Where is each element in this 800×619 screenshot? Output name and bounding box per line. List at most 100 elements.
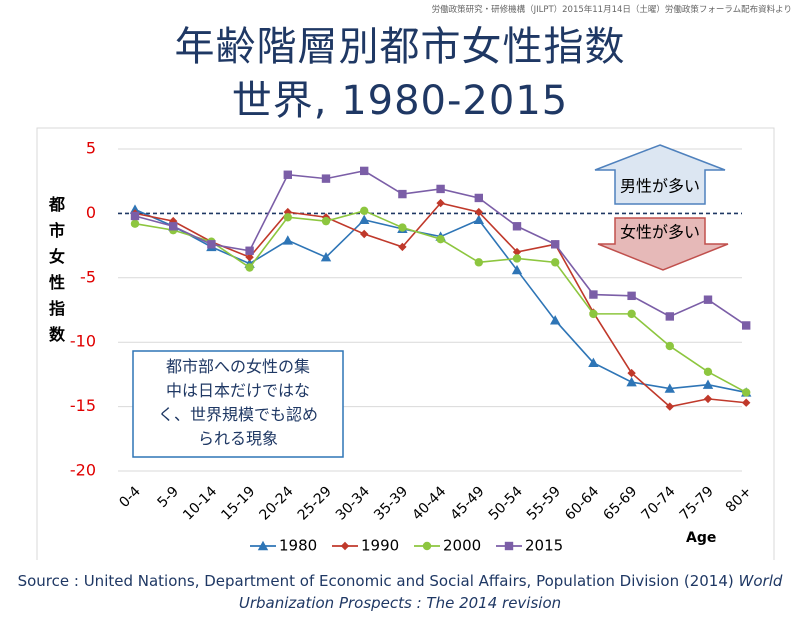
data-point (283, 213, 292, 222)
legend: 1980 1990 2000 2015 (250, 537, 563, 555)
note-box: 都市部への女性の集 中は日本だけではな く、世界規模でも認め られる現象 (132, 350, 344, 458)
legend-item-2015: 2015 (496, 537, 563, 555)
source-text: Source : United Nations, Department of E… (17, 572, 739, 590)
note-line: 都市部への女性の集 (166, 357, 310, 376)
data-point (360, 229, 369, 239)
arrow-more-men: 男性が多い (594, 144, 726, 205)
legend-label: 1990 (361, 537, 399, 555)
data-point (551, 240, 560, 249)
data-point (742, 321, 751, 330)
data-point (627, 309, 636, 319)
y-axis-label: 都市女性指数 (48, 195, 66, 344)
data-point (551, 258, 560, 267)
page-subtitle: 世界, 1980-2015 (231, 78, 569, 124)
legend-item-2000: 2000 (414, 537, 481, 555)
data-point (359, 214, 370, 225)
y-tick-label: -5 (80, 267, 96, 286)
data-point (511, 264, 523, 275)
data-point (169, 222, 178, 231)
data-point (512, 222, 522, 231)
note-line: く、世界規模でも認め (158, 405, 318, 424)
page-title: 年齢階層別都市女性指数 (174, 24, 626, 70)
data-point (474, 207, 483, 217)
data-point (473, 214, 484, 225)
legend-marker (422, 541, 432, 551)
data-point (665, 312, 674, 321)
source-title-part2: Urbanization Prospects : The 2014 revisi… (238, 594, 562, 612)
y-axis-label-char: 市 (49, 221, 65, 240)
data-point (129, 204, 141, 214)
data-point (436, 184, 445, 194)
data-point (702, 379, 714, 389)
data-point (398, 223, 407, 232)
y-axis-label-char: 都 (48, 195, 65, 214)
credit-note: 労働政策研究・研修機構（JILPT）2015年11月14日（土曜）労働政策フォー… (431, 5, 792, 15)
data-point (550, 315, 561, 325)
data-point (360, 166, 369, 176)
data-point (664, 383, 675, 393)
legend-label: 2000 (443, 537, 481, 555)
data-point (245, 252, 254, 262)
grid-lines (118, 148, 742, 472)
arrow-more-women: 女性が多い (597, 217, 729, 271)
note-line: 中は日本だけではな (166, 381, 310, 400)
series-2015 (130, 166, 751, 330)
y-tick-label: -15 (70, 396, 96, 415)
data-point (398, 189, 407, 199)
y-axis-label-char: 女 (49, 247, 65, 266)
data-point (474, 258, 483, 267)
data-point (436, 198, 445, 208)
y-axis-label-char: 指 (49, 299, 65, 318)
data-point (512, 247, 522, 257)
data-point (703, 367, 713, 377)
data-point (626, 376, 637, 387)
legend-item-1990: 1990 (332, 537, 399, 555)
data-point (589, 290, 598, 299)
legend-marker (504, 541, 514, 551)
data-point (588, 357, 599, 368)
data-point (360, 206, 369, 216)
data-point (207, 240, 216, 249)
y-axis-label-char: 数 (49, 325, 66, 344)
data-point (321, 216, 331, 226)
data-point (130, 219, 140, 228)
data-point (742, 388, 751, 397)
data-point (320, 251, 332, 262)
source-title-part1: World (738, 572, 783, 590)
y-tick-label: -10 (70, 332, 96, 351)
data-point (283, 170, 292, 179)
y-tick-label: 0 (86, 203, 96, 222)
data-point (436, 234, 445, 244)
arrow-more-women-label: 女性が多い (620, 223, 700, 242)
arrow-more-men-label: 男性が多い (620, 177, 700, 196)
data-point (703, 394, 713, 404)
data-point (321, 174, 331, 183)
data-point (512, 254, 522, 263)
y-axis-label-char: 性 (49, 273, 65, 292)
legend-label: 2015 (525, 537, 563, 555)
legend-label: 1980 (279, 537, 317, 555)
legend-marker (340, 541, 350, 551)
data-point (245, 246, 254, 255)
series-2000 (130, 206, 751, 397)
note-line: られる現象 (198, 429, 278, 448)
y-tick-label: -20 (70, 461, 96, 480)
source-citation: Source : United Nations, Department of E… (0, 570, 800, 614)
x-axis-label: Age (686, 530, 716, 546)
data-point (627, 291, 636, 301)
data-point (665, 402, 674, 411)
data-point (282, 235, 293, 245)
data-point (703, 295, 713, 304)
data-point (130, 211, 140, 221)
data-point (665, 341, 674, 351)
line-chart: 50-5-10-15-20 0-4 5-910-1415-1920-2425-29… (36, 127, 775, 560)
data-point (474, 193, 483, 203)
chart-series (129, 166, 752, 411)
data-point (627, 368, 636, 378)
data-point (245, 263, 254, 272)
y-axis-ticks: 5 0 -5 -10 -15 -20 (70, 139, 96, 480)
legend-item-1980: 1980 (250, 537, 317, 555)
data-point (589, 309, 598, 319)
data-point (742, 398, 751, 407)
y-tick-label: 5 (86, 139, 96, 158)
